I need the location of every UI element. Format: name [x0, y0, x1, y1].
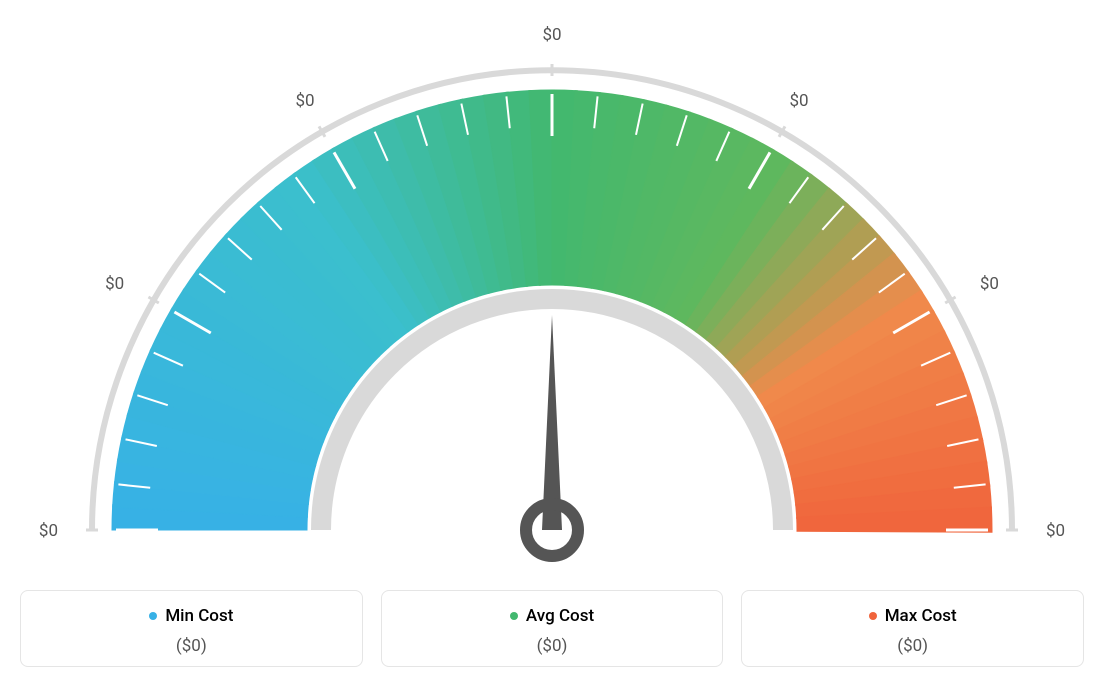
legend-value-min: ($0)	[31, 636, 352, 656]
gauge-svg: $0 $0 $0 $0 $0 $0 $0	[20, 20, 1084, 580]
legend-label-min: Min Cost	[149, 606, 233, 626]
legend-dot-avg	[510, 612, 518, 620]
legend-text-avg: Avg Cost	[526, 606, 594, 626]
legend-row: Min Cost ($0) Avg Cost ($0) Max Cost ($0…	[20, 590, 1084, 667]
legend-text-max: Max Cost	[885, 606, 957, 626]
legend-card-min: Min Cost ($0)	[20, 590, 363, 667]
legend-value-avg: ($0)	[392, 636, 713, 656]
legend-label-avg: Avg Cost	[510, 606, 594, 626]
legend-text-min: Min Cost	[165, 606, 233, 626]
legend-dot-max	[869, 612, 877, 620]
gauge-chart-container: $0 $0 $0 $0 $0 $0 $0 Min Cost ($0) Avg Cost ($…	[20, 20, 1084, 667]
legend-value-max: ($0)	[752, 636, 1073, 656]
svg-text:$0: $0	[542, 25, 561, 45]
svg-text:$0: $0	[105, 274, 124, 294]
gauge-area: $0 $0 $0 $0 $0 $0 $0	[20, 20, 1084, 580]
svg-text:$0: $0	[980, 274, 999, 294]
svg-text:$0: $0	[295, 91, 314, 111]
svg-text:$0: $0	[789, 91, 808, 111]
legend-dot-min	[149, 612, 157, 620]
legend-label-max: Max Cost	[869, 606, 957, 626]
legend-card-avg: Avg Cost ($0)	[381, 590, 724, 667]
svg-text:$0: $0	[1046, 521, 1065, 541]
legend-card-max: Max Cost ($0)	[741, 590, 1084, 667]
svg-text:$0: $0	[39, 521, 58, 541]
